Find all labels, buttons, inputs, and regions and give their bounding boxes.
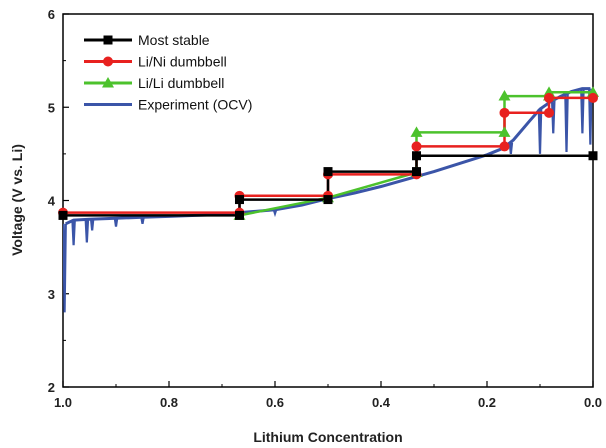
y-tick-label: 5 [48,100,55,115]
x-tick-label: 0.6 [266,395,284,410]
y-axis-ticks: 2 3 4 5 6 [48,7,69,395]
y-tick-label: 6 [48,7,55,22]
experiment-ocv-spike [140,217,145,225]
series-0-point [588,151,598,161]
y-tick-label: 4 [48,194,56,209]
experiment-ocv-spike [580,89,585,134]
marker-layer [58,86,599,220]
series-1-point [588,92,598,103]
y-axis-label: Voltage (V vs. Li) [9,144,25,256]
x-axis-ticks: 1.0 0.8 0.6 0.4 0.2 0.0 [54,381,602,410]
experiment-ocv-spike [588,88,593,145]
y-tick-label: 3 [48,287,55,302]
experiment-ocv-spike [84,219,90,243]
experiment-ocv-spike [550,100,556,134]
experiment-ocv-spike [537,109,543,154]
y-tick-label: 2 [48,380,55,395]
x-tick-label: 0.2 [478,395,496,410]
experiment-ocv-spike [89,218,95,231]
chart-legend: Most stable Li/Ni dumbbell Li/Li dumbbell E… [84,32,252,113]
series-0-point [412,151,422,161]
series-1-point [544,107,555,118]
series-1-point [499,107,510,118]
series-2-point [410,126,423,137]
x-tick-label: 1.0 [54,395,72,410]
experiment-ocv-spike [508,142,514,154]
x-tick-label: 0.8 [160,395,178,410]
series-2-point [498,90,511,101]
series-2-point [498,126,511,137]
experiment-ocv-spike [71,220,76,246]
series-0-point [323,195,333,205]
series-0-point [234,210,244,220]
legend-label: Most stable [138,32,210,48]
series-line-0 [63,154,593,217]
legend-marker [103,35,113,45]
legend-label: Experiment (OCV) [138,97,252,113]
series-1-point [411,141,422,152]
series-0-point [323,167,333,177]
experiment-ocv-line [65,87,591,226]
series-1-point [499,141,510,152]
legend-label: Li/Li dumbbell [138,75,224,91]
experiment-ocv-spike [272,209,278,218]
series-1-point [544,92,555,103]
x-axis-label: Lithium Concentration [253,429,402,445]
experiment-ocv-spike [63,223,67,313]
experiment-ocv-spike [564,94,569,153]
series-0-point [234,195,244,205]
x-tick-label: 0.4 [372,395,391,410]
legend-marker [103,56,113,67]
experiment-ocv-spike [113,218,119,227]
legend-label: Li/Ni dumbbell [138,54,227,70]
series-0-point [58,210,68,220]
x-tick-label: 0.0 [584,395,602,410]
series-0-point [412,167,422,177]
legend-marker [102,77,114,88]
